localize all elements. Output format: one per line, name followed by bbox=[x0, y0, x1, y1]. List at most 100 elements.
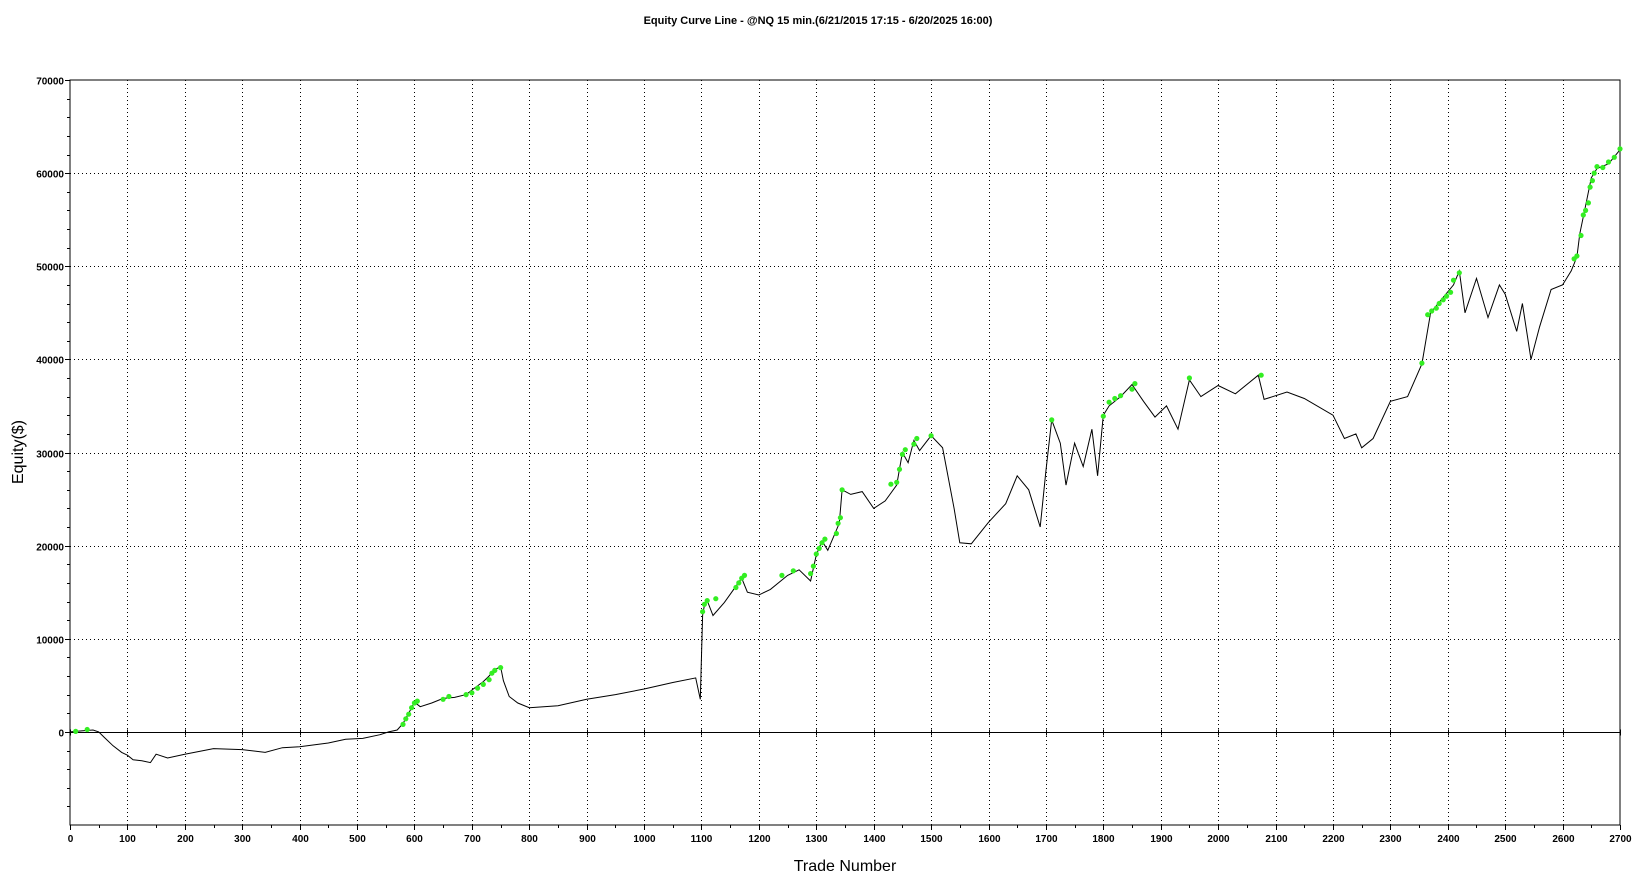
new-high-marker bbox=[822, 536, 828, 542]
y-tick-label: 20000 bbox=[36, 543, 64, 554]
x-tick-label: 800 bbox=[521, 834, 538, 845]
new-high-marker bbox=[928, 433, 934, 439]
new-high-marker bbox=[1129, 386, 1135, 392]
new-high-marker bbox=[810, 563, 817, 569]
x-tick-label: 2500 bbox=[1494, 834, 1517, 845]
new-high-marker bbox=[819, 540, 825, 546]
new-high-marker bbox=[480, 681, 486, 688]
x-tick-label: 2700 bbox=[1609, 834, 1632, 845]
new-high-marker bbox=[911, 441, 917, 447]
new-high-marker bbox=[713, 596, 719, 602]
new-high-marker bbox=[1419, 360, 1425, 366]
new-high-marker bbox=[888, 481, 894, 487]
x-tick-label: 1500 bbox=[920, 834, 943, 845]
new-high-marker bbox=[440, 696, 446, 702]
new-high-marker bbox=[1429, 308, 1435, 314]
x-tick-label: 900 bbox=[579, 834, 596, 845]
new-high-marker bbox=[446, 693, 452, 700]
new-high-marker bbox=[1444, 293, 1450, 299]
new-high-marker bbox=[1574, 253, 1580, 259]
x-tick-label: 0 bbox=[68, 834, 74, 845]
new-high-marker bbox=[1100, 413, 1106, 419]
x-tick-label: 400 bbox=[292, 834, 309, 845]
new-high-marker bbox=[704, 598, 710, 604]
new-high-marker bbox=[1450, 277, 1457, 283]
new-high-marker bbox=[837, 515, 844, 521]
new-high-marker bbox=[400, 721, 406, 728]
grid bbox=[70, 80, 1620, 825]
x-tick-label: 1300 bbox=[805, 834, 828, 845]
new-high-marker bbox=[492, 667, 498, 674]
new-high-marker bbox=[741, 572, 748, 579]
new-high-marker bbox=[833, 530, 840, 537]
new-high-marker bbox=[1617, 146, 1623, 152]
y-tick-label: 30000 bbox=[36, 450, 64, 461]
new-high-marker bbox=[902, 447, 908, 453]
new-high-marker bbox=[733, 584, 739, 591]
new-high-marker bbox=[790, 568, 796, 574]
new-high-marker bbox=[414, 698, 420, 704]
new-high-marker bbox=[73, 728, 79, 735]
new-high-marker bbox=[779, 572, 785, 579]
x-tick-label: 600 bbox=[406, 834, 423, 845]
new-high-marker bbox=[813, 551, 819, 557]
new-high-marker bbox=[808, 571, 814, 577]
new-high-marker bbox=[1258, 372, 1264, 378]
y-tick-label: 50000 bbox=[36, 263, 64, 274]
new-high-marker bbox=[1049, 417, 1055, 423]
new-high-marker bbox=[896, 466, 903, 472]
new-high-marker bbox=[1585, 200, 1591, 206]
new-high-marker bbox=[1605, 159, 1612, 165]
x-axis-ticks: 0 100 200 300 400 500 600 700 800 900 1000 1100 1200… bbox=[68, 825, 1632, 845]
new-high-marker bbox=[1433, 305, 1439, 311]
x-tick-label: 700 bbox=[464, 834, 481, 845]
x-tick-label: 2300 bbox=[1379, 834, 1402, 845]
new-high-marker bbox=[1591, 170, 1597, 176]
new-high-marker bbox=[894, 479, 900, 485]
new-high-marker bbox=[914, 435, 920, 442]
x-tick-label: 200 bbox=[177, 834, 194, 845]
y-tick-label: 0 bbox=[58, 729, 64, 740]
x-tick-label: 2100 bbox=[1265, 834, 1288, 845]
new-high-marker bbox=[469, 690, 475, 696]
x-tick-label: 500 bbox=[349, 834, 366, 845]
new-high-marker bbox=[1600, 164, 1606, 171]
x-tick-label: 1200 bbox=[748, 834, 771, 845]
new-high-marker bbox=[1611, 154, 1617, 160]
x-tick-label: 1100 bbox=[691, 834, 713, 845]
new-high-marker bbox=[835, 520, 841, 526]
x-tick-label: 2600 bbox=[1552, 834, 1575, 845]
new-high-marker bbox=[1594, 164, 1600, 170]
new-high-marker bbox=[1436, 300, 1442, 307]
new-high-marker bbox=[1112, 395, 1118, 402]
new-high-marker bbox=[1132, 381, 1138, 387]
new-high-marker bbox=[498, 665, 504, 671]
x-tick-label: 1400 bbox=[863, 834, 886, 845]
new-high-marker bbox=[409, 705, 415, 711]
new-high-marker bbox=[701, 601, 708, 607]
y-axis-ticks: 0 10000 20000 30000 40000 50000 60000 70000 bbox=[36, 77, 70, 807]
new-high-marker bbox=[700, 609, 706, 615]
equity-series bbox=[69, 149, 1621, 764]
x-axis-label: Trade Number bbox=[794, 858, 897, 875]
x-tick-label: 100 bbox=[119, 834, 136, 845]
new-high-marker bbox=[463, 692, 469, 698]
new-high-marker bbox=[1425, 312, 1431, 318]
new-high-marker bbox=[1583, 207, 1589, 213]
y-tick-label: 10000 bbox=[36, 636, 64, 647]
new-high-marker bbox=[816, 545, 822, 552]
x-tick-label: 1700 bbox=[1035, 834, 1058, 845]
new-high-markers bbox=[73, 146, 1623, 735]
y-tick-label: 60000 bbox=[36, 170, 64, 181]
new-high-marker bbox=[1587, 184, 1593, 190]
x-tick-label: 1000 bbox=[633, 834, 656, 845]
chart-title: Equity Curve Line - @NQ 15 min.(6/21/201… bbox=[644, 15, 993, 27]
x-tick-label: 1600 bbox=[978, 834, 1001, 845]
new-high-marker bbox=[1456, 270, 1462, 276]
new-high-marker bbox=[839, 487, 845, 493]
new-high-marker bbox=[403, 716, 409, 722]
x-tick-label: 1800 bbox=[1092, 834, 1115, 845]
y-tick-label: 70000 bbox=[36, 77, 64, 88]
new-high-marker bbox=[1440, 297, 1446, 303]
